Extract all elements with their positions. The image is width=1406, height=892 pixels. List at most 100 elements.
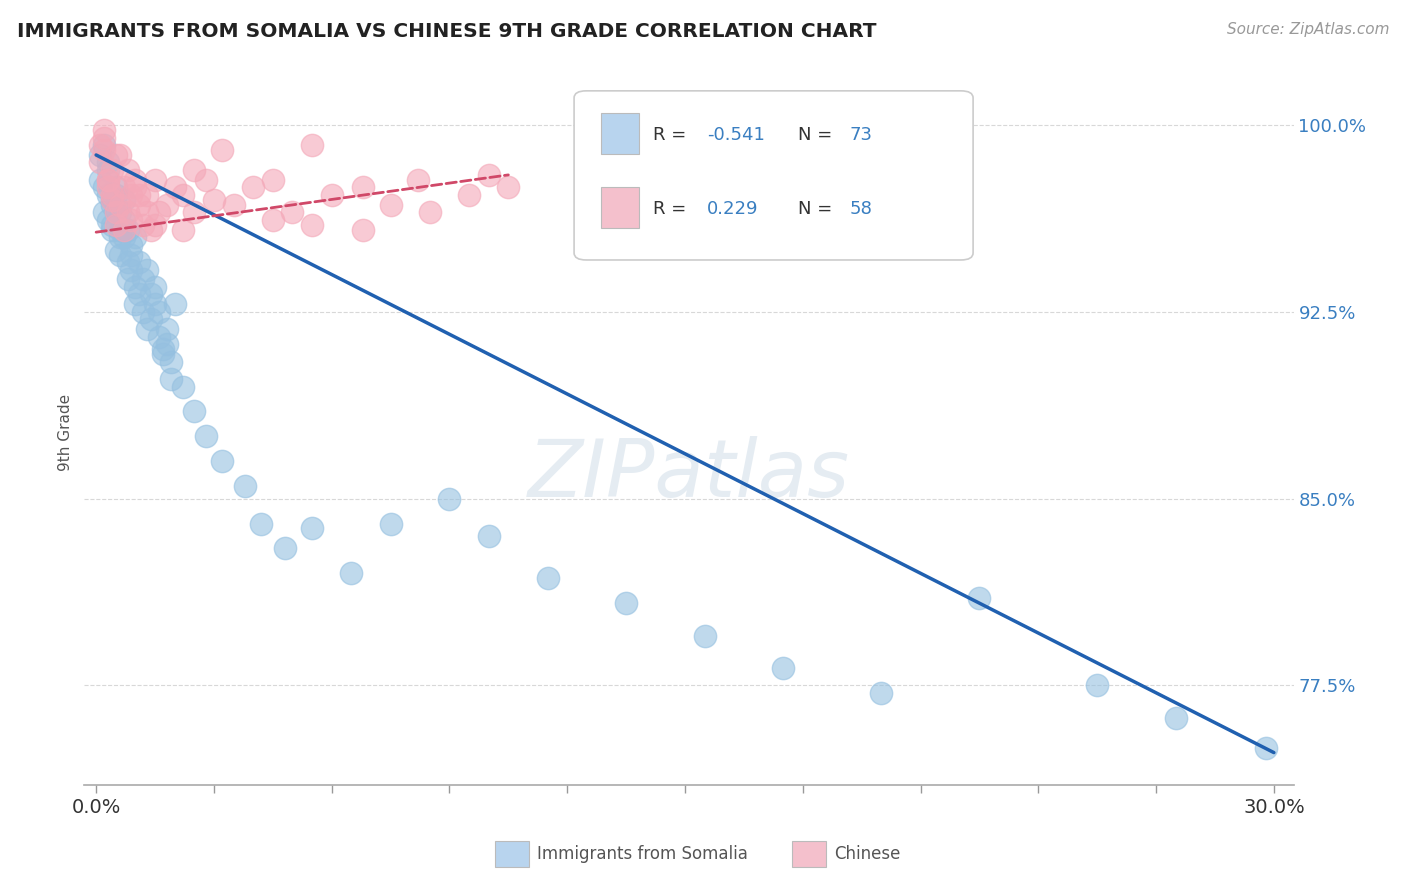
Point: [211, 454, 233, 468]
Point: [163, 297, 186, 311]
Point: [156, 322, 179, 336]
Point: [281, 205, 304, 219]
Point: [143, 297, 166, 311]
Point: [97, 162, 120, 177]
Point: [104, 180, 127, 194]
Point: [172, 187, 194, 202]
Point: [478, 168, 501, 182]
Point: [172, 379, 194, 393]
Point: [93, 130, 115, 145]
Point: [117, 205, 139, 219]
Point: [128, 187, 150, 202]
Point: [262, 212, 284, 227]
Text: Source: ZipAtlas.com: Source: ZipAtlas.com: [1226, 22, 1389, 37]
Point: [693, 629, 716, 643]
Text: N =: N =: [797, 200, 838, 218]
Point: [89, 173, 111, 187]
Point: [89, 138, 111, 153]
Point: [183, 404, 205, 418]
Point: [380, 516, 402, 531]
Point: [301, 138, 323, 153]
Point: [1164, 711, 1187, 725]
Text: 58: 58: [849, 200, 873, 218]
Point: [101, 187, 124, 202]
Point: [163, 180, 186, 194]
Text: Chinese: Chinese: [834, 845, 900, 863]
Point: [104, 148, 127, 162]
Point: [132, 272, 155, 286]
Bar: [600, 187, 640, 228]
Point: [97, 187, 120, 202]
Point: [136, 187, 159, 202]
Text: ZIPatlas: ZIPatlas: [527, 436, 851, 514]
Point: [380, 198, 402, 212]
Point: [273, 541, 295, 556]
Y-axis label: 9th Grade: 9th Grade: [58, 394, 73, 471]
Point: [124, 230, 146, 244]
Point: [97, 180, 120, 194]
Point: [352, 222, 374, 236]
Point: [117, 162, 139, 177]
Point: [124, 280, 146, 294]
FancyBboxPatch shape: [574, 91, 973, 260]
Point: [104, 243, 127, 257]
Point: [439, 491, 461, 506]
Text: R =: R =: [652, 126, 692, 144]
Point: [108, 222, 131, 236]
Point: [93, 138, 115, 153]
Text: IMMIGRANTS FROM SOMALIA VS CHINESE 9TH GRADE CORRELATION CHART: IMMIGRANTS FROM SOMALIA VS CHINESE 9TH G…: [17, 22, 876, 41]
Point: [93, 205, 115, 219]
Point: [97, 173, 120, 187]
Point: [183, 162, 205, 177]
Text: 0.229: 0.229: [707, 200, 759, 218]
Point: [121, 262, 143, 277]
Point: [97, 173, 120, 187]
Point: [101, 218, 124, 232]
Point: [121, 237, 143, 252]
Point: [148, 330, 170, 344]
Point: [183, 205, 205, 219]
Point: [143, 218, 166, 232]
Point: [262, 173, 284, 187]
Point: [159, 372, 181, 386]
Point: [101, 193, 124, 207]
Point: [108, 198, 131, 212]
Point: [112, 193, 135, 207]
Point: [352, 180, 374, 194]
Point: [108, 247, 131, 261]
Point: [419, 205, 441, 219]
Point: [101, 198, 124, 212]
Point: [104, 218, 127, 232]
Point: [112, 222, 135, 236]
Point: [101, 162, 124, 177]
Point: [143, 173, 166, 187]
Point: [136, 262, 159, 277]
Point: [195, 173, 218, 187]
Point: [406, 173, 429, 187]
Point: [89, 155, 111, 169]
Point: [233, 479, 256, 493]
Text: 73: 73: [849, 126, 873, 144]
Point: [108, 148, 131, 162]
Point: [117, 272, 139, 286]
Point: [152, 342, 174, 356]
Point: [211, 143, 233, 157]
Point: [121, 212, 143, 227]
Point: [104, 205, 127, 219]
Point: [614, 596, 637, 610]
Point: [132, 218, 155, 232]
Point: [124, 297, 146, 311]
Point: [101, 222, 124, 236]
Point: [301, 521, 323, 535]
Point: [112, 230, 135, 244]
Bar: [792, 840, 825, 867]
Point: [870, 686, 893, 700]
Point: [93, 143, 115, 157]
Point: [250, 516, 273, 531]
Point: [202, 193, 225, 207]
Point: [128, 198, 150, 212]
Point: [222, 198, 245, 212]
Point: [139, 312, 162, 326]
Point: [112, 180, 135, 194]
Text: Immigrants from Somalia: Immigrants from Somalia: [537, 845, 748, 863]
